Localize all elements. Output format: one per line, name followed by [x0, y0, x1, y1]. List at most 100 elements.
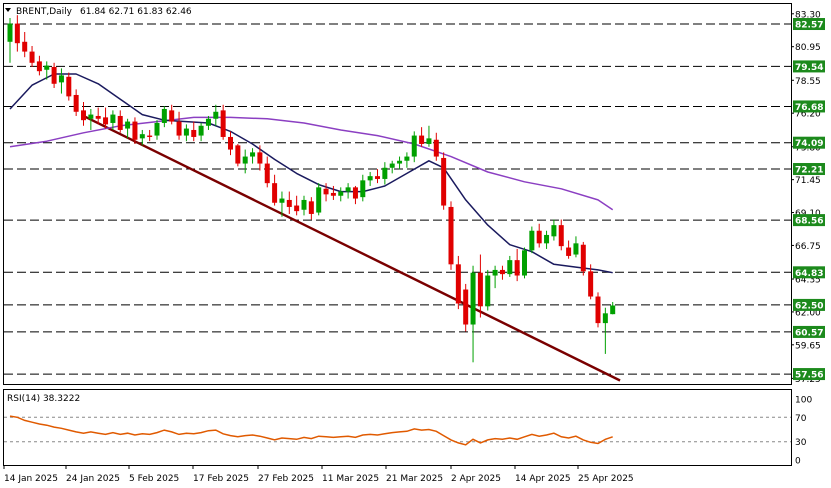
candle	[404, 152, 410, 168]
candle	[205, 115, 211, 130]
y-tick-label: 64.35	[795, 276, 821, 286]
candle-body	[477, 272, 483, 307]
candle	[558, 219, 564, 251]
x-tick-label: 17 Feb 2025	[193, 474, 249, 484]
y-tick-label: 80.95	[795, 43, 821, 53]
candle	[566, 240, 572, 259]
candle	[117, 110, 123, 133]
candle-body	[529, 230, 535, 251]
level-tag	[793, 163, 825, 176]
candle-body	[250, 152, 256, 157]
y-tick-label: 76.20	[795, 110, 821, 120]
candle-body	[286, 199, 292, 207]
level-label: 68.56	[795, 217, 823, 227]
candle-body	[264, 163, 270, 184]
candle	[22, 31, 28, 58]
candle-body	[272, 183, 278, 203]
candle	[492, 265, 498, 289]
x-tick-label: 2 Apr 2025	[451, 474, 501, 484]
candle	[360, 174, 366, 202]
candle	[66, 72, 72, 101]
level-tag	[793, 368, 825, 381]
candle	[198, 122, 204, 142]
candle-body	[323, 188, 329, 195]
candle	[95, 107, 101, 125]
rsi-label: RSI(14) 38.3222	[7, 394, 80, 404]
candle	[147, 129, 153, 142]
candle	[250, 148, 256, 164]
candle	[419, 127, 425, 147]
candle-body	[73, 94, 79, 112]
candle	[272, 174, 278, 206]
candle	[228, 131, 233, 156]
candle-body	[389, 163, 395, 168]
candle-body	[183, 128, 189, 136]
candle	[595, 292, 601, 328]
candle-body	[433, 139, 439, 157]
level-label: 57.56	[795, 371, 823, 381]
candle-body	[566, 247, 572, 256]
y-tick-label: 78.55	[795, 77, 821, 87]
candle	[536, 223, 542, 248]
candle	[51, 62, 57, 88]
candle-body	[132, 121, 138, 140]
candle-body	[499, 269, 505, 275]
level-tag	[793, 298, 825, 311]
candle-body	[544, 234, 550, 244]
candle	[191, 121, 197, 142]
level-label: 64.83	[795, 269, 823, 279]
candle-body	[301, 199, 307, 210]
candle-body	[279, 198, 285, 203]
candle-body	[176, 121, 182, 136]
candle-body	[205, 118, 211, 126]
candle-body	[228, 136, 233, 150]
candle-body	[507, 260, 513, 275]
candle	[323, 183, 329, 202]
rsi-tick-label: 70	[795, 414, 807, 424]
rsi-tick-label: 30	[795, 438, 807, 448]
ohlc-values: 61.84 62.71 61.83 62.46	[80, 7, 192, 17]
candle	[433, 132, 439, 161]
candle-body	[125, 121, 131, 129]
candle-body	[411, 135, 417, 157]
candle	[514, 248, 520, 282]
x-tick-label: 27 Feb 2025	[258, 474, 314, 484]
candle-body	[397, 160, 403, 164]
date-axis: 14 Jan 2025 24 Jan 2025 5 Feb 2025 17 Feb 2…	[3, 465, 634, 484]
triangle-down-icon[interactable]	[5, 8, 11, 12]
candle-body	[169, 110, 175, 122]
candle-body	[345, 187, 351, 192]
candle-body	[551, 225, 557, 237]
candle	[580, 241, 586, 276]
candle	[257, 145, 263, 171]
candle-body	[602, 313, 608, 324]
candle	[477, 254, 483, 318]
candle-body	[139, 134, 145, 139]
candle-body	[95, 115, 101, 119]
level-label: 79.54	[795, 63, 823, 73]
candle	[602, 307, 608, 354]
candle-body	[595, 296, 601, 324]
candles	[7, 15, 616, 363]
candle-body	[360, 180, 366, 198]
candle	[183, 124, 189, 142]
candle-body	[110, 114, 116, 123]
level-tag	[793, 100, 825, 113]
candle	[426, 125, 432, 147]
candle	[235, 143, 241, 167]
candle-body	[36, 61, 42, 72]
candle-body	[58, 75, 64, 83]
candle	[301, 195, 307, 216]
candle-body	[161, 108, 167, 123]
candle-body	[588, 271, 594, 297]
candle-body	[485, 275, 491, 307]
rsi-tick-label: 0	[795, 457, 801, 467]
x-tick-label: 24 Jan 2025	[66, 474, 120, 484]
candle	[610, 301, 616, 315]
candle-body	[522, 250, 527, 276]
candle-body	[352, 187, 358, 199]
candle-body	[147, 135, 153, 137]
candle-body	[235, 145, 241, 164]
candle-body	[29, 51, 35, 63]
candle-body	[514, 260, 520, 276]
